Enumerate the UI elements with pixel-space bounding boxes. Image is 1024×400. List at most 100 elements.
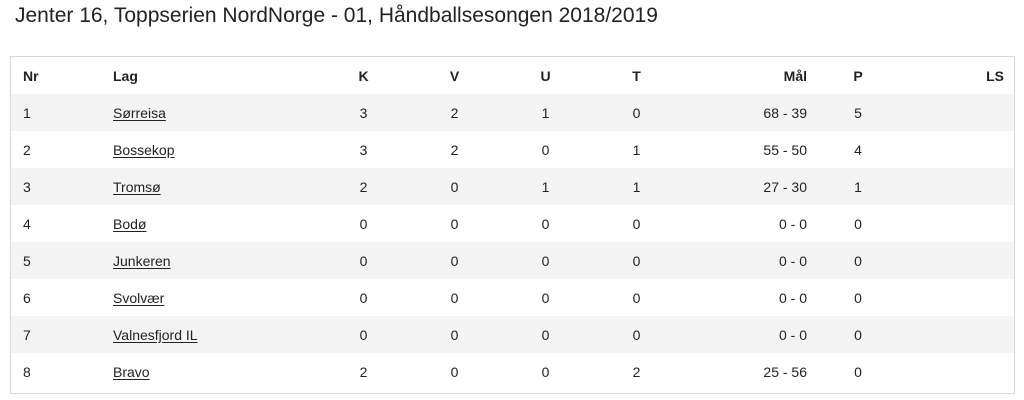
cell-won: 0 xyxy=(409,205,500,242)
cell-ls xyxy=(901,353,1014,390)
header-team: Lag xyxy=(113,57,318,94)
cell-lost: 2 xyxy=(591,353,682,390)
cell-nr: 6 xyxy=(11,279,113,316)
cell-won: 0 xyxy=(409,168,500,205)
cell-team: Svolvær xyxy=(113,279,318,316)
cell-lost: 1 xyxy=(591,131,682,168)
page-title: Jenter 16, Toppserien NordNorge - 01, Hå… xyxy=(15,4,658,27)
cell-nr: 1 xyxy=(11,94,113,131)
table-row: 2 Bossekop 3 2 0 1 55 - 50 4 xyxy=(11,131,1014,168)
cell-goals: 55 - 50 xyxy=(682,131,815,168)
cell-nr: 8 xyxy=(11,353,113,390)
team-link-bodo[interactable]: Bodø xyxy=(113,215,147,232)
team-link-tromso[interactable]: Tromsø xyxy=(113,178,161,195)
cell-ls xyxy=(901,168,1014,205)
table-row: 5 Junkeren 0 0 0 0 0 - 0 0 xyxy=(11,242,1014,279)
cell-lost: 0 xyxy=(591,279,682,316)
table-row: 1 Sørreisa 3 2 1 0 68 - 39 5 xyxy=(11,94,1014,131)
cell-played: 2 xyxy=(318,168,409,205)
standings-table-container: Nr Lag K V U T Mål P LS 1 Sørreisa 3 2 1… xyxy=(10,56,1015,394)
cell-points: 0 xyxy=(815,316,901,353)
cell-won: 2 xyxy=(409,131,500,168)
cell-lost: 1 xyxy=(591,168,682,205)
header-won: V xyxy=(409,57,500,94)
header-played: K xyxy=(318,57,409,94)
cell-drawn: 0 xyxy=(500,205,591,242)
cell-played: 0 xyxy=(318,316,409,353)
cell-nr: 2 xyxy=(11,131,113,168)
cell-lost: 0 xyxy=(591,242,682,279)
header-points: P xyxy=(815,57,901,94)
cell-won: 0 xyxy=(409,279,500,316)
cell-nr: 4 xyxy=(11,205,113,242)
cell-goals: 0 - 0 xyxy=(682,279,815,316)
cell-nr: 5 xyxy=(11,242,113,279)
cell-points: 4 xyxy=(815,131,901,168)
cell-team: Sørreisa xyxy=(113,94,318,131)
cell-played: 2 xyxy=(318,353,409,390)
table-row: 3 Tromsø 2 0 1 1 27 - 30 1 xyxy=(11,168,1014,205)
header-drawn: U xyxy=(500,57,591,94)
table-body: 1 Sørreisa 3 2 1 0 68 - 39 5 2 Bossekop … xyxy=(11,94,1014,390)
cell-goals: 68 - 39 xyxy=(682,94,815,131)
cell-ls xyxy=(901,242,1014,279)
cell-lost: 0 xyxy=(591,94,682,131)
cell-team: Valnesfjord IL xyxy=(113,316,318,353)
cell-lost: 0 xyxy=(591,205,682,242)
header-ls: LS xyxy=(901,57,1014,94)
cell-drawn: 0 xyxy=(500,353,591,390)
cell-goals: 0 - 0 xyxy=(682,316,815,353)
cell-team: Bodø xyxy=(113,205,318,242)
cell-goals: 25 - 56 xyxy=(682,353,815,390)
header-lost: T xyxy=(591,57,682,94)
cell-drawn: 0 xyxy=(500,316,591,353)
cell-goals: 27 - 30 xyxy=(682,168,815,205)
cell-ls xyxy=(901,94,1014,131)
header-row: Nr Lag K V U T Mål P LS xyxy=(11,57,1014,94)
cell-points: 0 xyxy=(815,279,901,316)
cell-ls xyxy=(901,279,1014,316)
cell-played: 0 xyxy=(318,205,409,242)
cell-points: 5 xyxy=(815,94,901,131)
cell-nr: 7 xyxy=(11,316,113,353)
cell-drawn: 0 xyxy=(500,242,591,279)
table-row: 7 Valnesfjord IL 0 0 0 0 0 - 0 0 xyxy=(11,316,1014,353)
cell-team: Bossekop xyxy=(113,131,318,168)
cell-played: 0 xyxy=(318,279,409,316)
team-link-svolvaer[interactable]: Svolvær xyxy=(113,289,165,306)
cell-team: Bravo xyxy=(113,353,318,390)
team-link-bossekop[interactable]: Bossekop xyxy=(113,141,175,158)
header-nr: Nr xyxy=(11,57,113,94)
cell-team: Tromsø xyxy=(113,168,318,205)
cell-drawn: 0 xyxy=(500,131,591,168)
cell-drawn: 1 xyxy=(500,168,591,205)
cell-points: 0 xyxy=(815,242,901,279)
table-header: Nr Lag K V U T Mål P LS xyxy=(11,57,1014,94)
table-row: 6 Svolvær 0 0 0 0 0 - 0 0 xyxy=(11,279,1014,316)
cell-team: Junkeren xyxy=(113,242,318,279)
team-link-junkeren[interactable]: Junkeren xyxy=(113,252,171,269)
cell-points: 0 xyxy=(815,205,901,242)
cell-played: 3 xyxy=(318,131,409,168)
header-goals: Mål xyxy=(682,57,815,94)
cell-ls xyxy=(901,131,1014,168)
team-link-bravo[interactable]: Bravo xyxy=(113,363,150,380)
cell-nr: 3 xyxy=(11,168,113,205)
team-link-sorreisa[interactable]: Sørreisa xyxy=(113,104,166,121)
cell-goals: 0 - 0 xyxy=(682,205,815,242)
table-row: 8 Bravo 2 0 0 2 25 - 56 0 xyxy=(11,353,1014,390)
team-link-valnesfjord-il[interactable]: Valnesfjord IL xyxy=(113,326,198,343)
cell-lost: 0 xyxy=(591,316,682,353)
table-row: 4 Bodø 0 0 0 0 0 - 0 0 xyxy=(11,205,1014,242)
cell-ls xyxy=(901,205,1014,242)
cell-drawn: 1 xyxy=(500,94,591,131)
cell-won: 0 xyxy=(409,242,500,279)
cell-played: 3 xyxy=(318,94,409,131)
cell-won: 0 xyxy=(409,316,500,353)
cell-goals: 0 - 0 xyxy=(682,242,815,279)
cell-played: 0 xyxy=(318,242,409,279)
standings-table: Nr Lag K V U T Mål P LS 1 Sørreisa 3 2 1… xyxy=(11,57,1014,390)
cell-drawn: 0 xyxy=(500,279,591,316)
cell-points: 1 xyxy=(815,168,901,205)
cell-won: 0 xyxy=(409,353,500,390)
